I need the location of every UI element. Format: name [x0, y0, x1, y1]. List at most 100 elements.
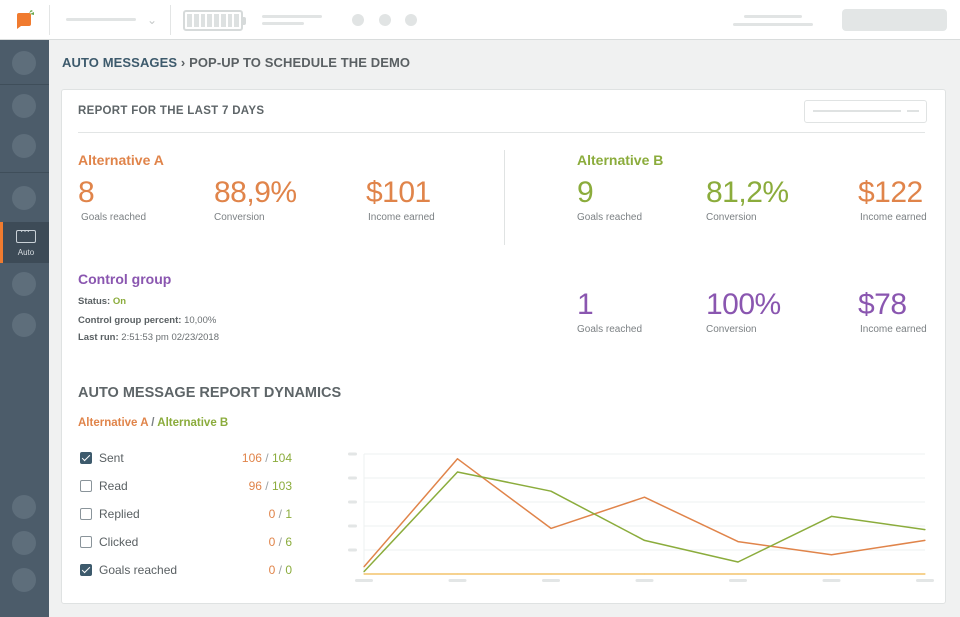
usage-battery-icon [183, 10, 246, 31]
goals-label: Goals reached [577, 324, 643, 335]
series-line-alternative-b [363, 471, 926, 573]
metric-row-sent[interactable]: Sent 106 / 104 [80, 451, 292, 467]
last-run-label: Last run: [78, 332, 119, 343]
metric-row-clicked[interactable]: Clicked 0 / 6 [80, 535, 292, 551]
alternative-a-title: Alternative A [78, 152, 164, 168]
sidebar-divider [0, 84, 49, 85]
alternative-a-conversion: 88,9% [214, 176, 297, 209]
metric-row-read[interactable]: Read 96 / 103 [80, 479, 292, 495]
status-badge: On [112, 296, 127, 307]
metric-row-goals-reached[interactable]: Goals reached 0 / 0 [80, 563, 292, 579]
sent-checkbox[interactable] [80, 452, 92, 464]
data-point [550, 573, 552, 575]
status-dot[interactable] [379, 14, 391, 26]
report-card [61, 89, 946, 604]
data-point [456, 458, 459, 460]
metric-value-a: 106 [241, 451, 262, 465]
data-point [456, 471, 459, 473]
top-bar: ⌄ [0, 0, 960, 40]
goals-reached-checkbox[interactable] [80, 564, 92, 576]
account-button[interactable] [842, 9, 947, 31]
project-selector[interactable] [66, 18, 136, 21]
data-point [643, 539, 646, 541]
date-range-select[interactable] [804, 100, 927, 123]
conversion-label: Conversion [706, 212, 757, 223]
status-dot[interactable] [405, 14, 417, 26]
sidebar-item[interactable] [12, 272, 36, 296]
read-checkbox[interactable] [80, 480, 92, 492]
data-point [924, 573, 926, 575]
alternative-a-goals: 8 [78, 176, 95, 209]
chart-legend: Alternative A / Alternative B [78, 417, 228, 429]
metric-row-replied[interactable]: Replied 0 / 1 [80, 507, 292, 523]
control-group-income: $78 [858, 288, 907, 321]
sidebar-divider [0, 172, 49, 173]
status-dot[interactable] [352, 14, 364, 26]
sidebar-item-auto[interactable]: Auto [0, 222, 49, 263]
control-group-title: Control group [78, 271, 172, 287]
metric-value-b: 104 [271, 451, 292, 465]
series-line-alternative-a [363, 458, 926, 568]
sidebar-item[interactable] [12, 495, 36, 519]
data-point [363, 573, 365, 575]
alternative-b-goals: 9 [577, 176, 594, 209]
sidebar-item-home[interactable] [12, 51, 36, 75]
data-point [924, 539, 926, 541]
breadcrumb-current: › POP-UP TO SCHEDULE THE DEMO [180, 55, 411, 70]
sidebar: Auto [0, 40, 49, 617]
legend-separator: / [151, 417, 155, 429]
sidebar-item[interactable] [12, 186, 36, 210]
replied-checkbox[interactable] [80, 508, 92, 520]
data-point [363, 566, 365, 568]
data-point [737, 573, 739, 575]
metric-value-b: 0 [285, 563, 292, 577]
x-tick-placeholder [822, 579, 841, 582]
sidebar-item[interactable] [12, 568, 36, 592]
sidebar-item[interactable] [12, 134, 36, 158]
control-group-conversion: 100% [706, 288, 781, 321]
metric-value-a: 0 [268, 563, 276, 577]
metric-value-b: 1 [285, 507, 292, 521]
y-tick-placeholder [348, 452, 357, 456]
breadcrumb: AUTO MESSAGES › POP-UP TO SCHEDULE THE D… [62, 55, 410, 70]
x-tick-placeholder [448, 579, 467, 582]
metric-name: Clicked [99, 535, 139, 549]
sidebar-item[interactable] [12, 94, 36, 118]
percent-label: Control group percent: [78, 315, 182, 326]
control-group-last-run: Last run: 2:51:53 pm 02/23/2018 [78, 332, 219, 343]
x-tick-placeholder [355, 579, 373, 582]
data-point [924, 529, 926, 531]
data-point [830, 554, 833, 556]
chevron-down-icon[interactable]: ⌄ [147, 13, 158, 27]
sidebar-item[interactable] [12, 313, 36, 337]
x-tick-placeholder [916, 579, 934, 582]
y-tick-placeholder [348, 524, 357, 528]
data-point [550, 490, 552, 492]
data-point [830, 515, 833, 517]
metric-name: Goals reached [99, 563, 178, 577]
conversion-label: Conversion [706, 324, 757, 335]
alternative-b-title: Alternative B [577, 152, 664, 168]
data-point [737, 561, 739, 563]
app-logo[interactable] [0, 0, 49, 40]
data-point [830, 573, 833, 575]
metric-value-a: 0 [268, 507, 276, 521]
data-point [456, 573, 459, 575]
data-point [550, 527, 552, 529]
sidebar-item[interactable] [12, 531, 36, 555]
alternative-a-income: $101 [366, 176, 431, 209]
x-tick-placeholder [542, 579, 560, 582]
breadcrumb-root-link[interactable]: AUTO MESSAGES [62, 55, 178, 70]
metric-value-a: 0 [268, 535, 276, 549]
goals-label: Goals reached [81, 212, 147, 223]
dynamics-title: AUTO MESSAGE REPORT DYNAMICS [78, 385, 342, 401]
legend-alternative-a: Alternative A [78, 417, 149, 429]
metric-value-a: 96 [248, 479, 262, 493]
clicked-checkbox[interactable] [80, 536, 92, 548]
last-run-value: 2:51:53 pm 02/23/2018 [121, 332, 219, 343]
x-tick-placeholder [729, 579, 747, 582]
conversion-label: Conversion [214, 212, 265, 223]
report-title: REPORT FOR THE LAST 7 DAYS [78, 105, 265, 117]
percent-value: 10,00% [184, 315, 217, 326]
y-tick-placeholder [348, 548, 357, 552]
